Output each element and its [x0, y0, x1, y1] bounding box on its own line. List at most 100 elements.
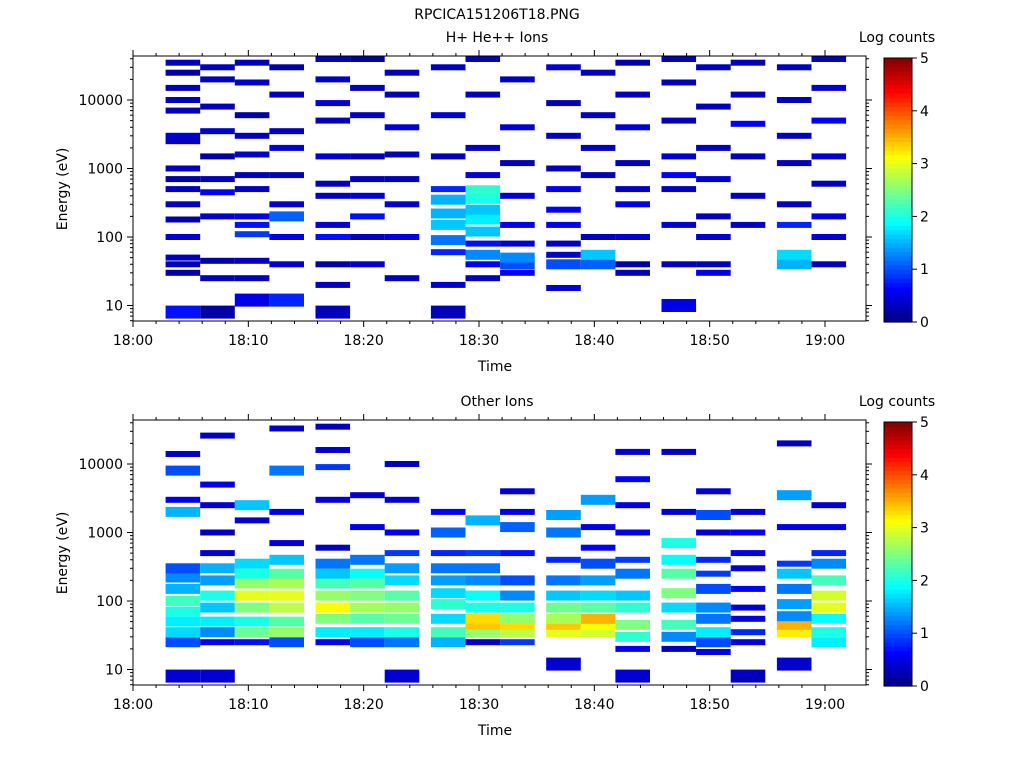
heatmap-cell — [730, 585, 766, 592]
heatmap-cell — [165, 138, 201, 145]
colorbar-step — [884, 510, 912, 515]
heatmap-cell — [661, 645, 697, 652]
heatmap-cell — [465, 193, 501, 204]
heatmap-cell — [315, 447, 351, 453]
heatmap-cell — [269, 616, 304, 627]
heatmap-cell — [776, 490, 812, 501]
heatmap-cell — [234, 558, 270, 569]
heatmap-cell — [200, 432, 235, 439]
colorbar-label: Log counts — [859, 30, 935, 46]
heatmap-cell — [269, 144, 304, 151]
colorbar-step — [884, 84, 912, 90]
heatmap-cell — [615, 502, 650, 509]
heatmap-cell — [546, 527, 581, 538]
heatmap-cell — [269, 261, 304, 268]
heatmap-cell — [500, 488, 535, 495]
panel-other-ions: Other Ions Log counts 18:00 18:10 18:20 18:… — [55, 394, 935, 739]
heatmap-cell — [465, 204, 501, 215]
heatmap-cell — [430, 575, 466, 586]
colorbar-step — [884, 549, 912, 555]
heatmap-cell — [546, 100, 581, 107]
heatmap-cell — [500, 590, 535, 601]
colorbar-tick-label: 1 — [920, 262, 929, 278]
x-tick-label: 18:40 — [574, 697, 614, 713]
heatmap-cell — [200, 602, 235, 613]
heatmap-cell — [315, 180, 351, 187]
heatmap-cell — [776, 627, 812, 638]
colorbar-step — [884, 457, 912, 463]
heatmap-cell — [315, 221, 351, 228]
heatmap-cell — [165, 234, 201, 240]
heatmap-cell — [200, 669, 235, 683]
heatmap-cell — [234, 293, 270, 307]
heatmap-cell — [350, 192, 385, 199]
heatmap-cell — [500, 639, 535, 646]
heatmap-cell — [350, 590, 385, 601]
heatmap-cell — [500, 160, 535, 167]
heatmap-cell — [315, 56, 351, 62]
heatmap-cell — [811, 613, 847, 624]
heatmap-cell — [615, 631, 650, 642]
heatmap-cell — [269, 211, 304, 222]
heatmap-cell — [661, 602, 697, 613]
heatmap-cell — [269, 637, 304, 648]
heatmap-cell — [500, 240, 535, 247]
colorbar-step — [884, 75, 912, 81]
heatmap-cell — [350, 84, 385, 91]
heatmap-cell — [465, 602, 501, 613]
heatmap-cell — [350, 578, 385, 589]
heatmap-cell — [350, 153, 385, 160]
heatmap-cell — [776, 568, 812, 579]
y-tick-label: 1000 — [87, 162, 123, 178]
heatmap-cell — [546, 619, 581, 630]
heatmap-cell — [165, 59, 201, 66]
colorbar-step — [884, 181, 912, 187]
heatmap-cell — [165, 451, 201, 457]
colorbar-step — [884, 606, 912, 612]
colorbar-step — [884, 628, 912, 634]
colorbar-step — [884, 308, 912, 314]
heatmap-cell — [696, 613, 731, 624]
colorbar-step — [884, 479, 912, 485]
heatmap-cell — [730, 221, 766, 228]
heatmap-cell — [465, 275, 501, 282]
panel-h-he-ions: H+ He++ Ions Log counts 18:00 18:10 18:20 1… — [55, 30, 935, 375]
heatmap-cell — [661, 79, 697, 86]
heatmap-cell — [315, 496, 351, 503]
heatmap-cell — [165, 201, 201, 208]
heatmap-cell — [811, 213, 847, 220]
heatmap-cell — [696, 213, 731, 220]
x-tick-label: 19:00 — [805, 333, 845, 349]
heatmap-cell — [696, 627, 731, 638]
heatmap-cell — [661, 117, 697, 124]
heatmap-cell — [615, 261, 650, 268]
heatmap-cell — [615, 568, 650, 579]
panel-title: H+ He++ Ions — [446, 30, 549, 46]
colorbar-step — [884, 194, 912, 200]
x-axis-label: Time — [477, 359, 512, 375]
heatmap-cell — [730, 604, 766, 611]
colorbar-step — [884, 234, 912, 239]
colorbar-step — [884, 247, 912, 253]
colorbar-step — [884, 295, 912, 301]
heatmap-cell — [730, 508, 766, 515]
colorbar-step — [884, 225, 912, 231]
colorbar-step — [884, 317, 912, 323]
heatmap-cell — [776, 524, 812, 531]
colorbar-step — [884, 488, 912, 493]
heatmap-cell — [430, 219, 466, 230]
colorbar-step — [884, 505, 912, 511]
heatmap-cell — [500, 522, 535, 533]
heatmap-cell — [165, 606, 201, 617]
heatmap-cell — [200, 550, 235, 557]
heatmap-cell — [730, 91, 766, 98]
heatmap-cell — [315, 578, 351, 589]
colorbar-step — [884, 435, 912, 441]
heatmap-cell — [384, 529, 420, 536]
heatmap-cell — [811, 56, 847, 62]
colorbar-step — [884, 141, 912, 147]
heatmap-cell — [165, 165, 201, 172]
colorbar-step — [884, 426, 912, 432]
heatmap-cell — [661, 448, 697, 455]
heatmap-cell — [776, 249, 812, 260]
